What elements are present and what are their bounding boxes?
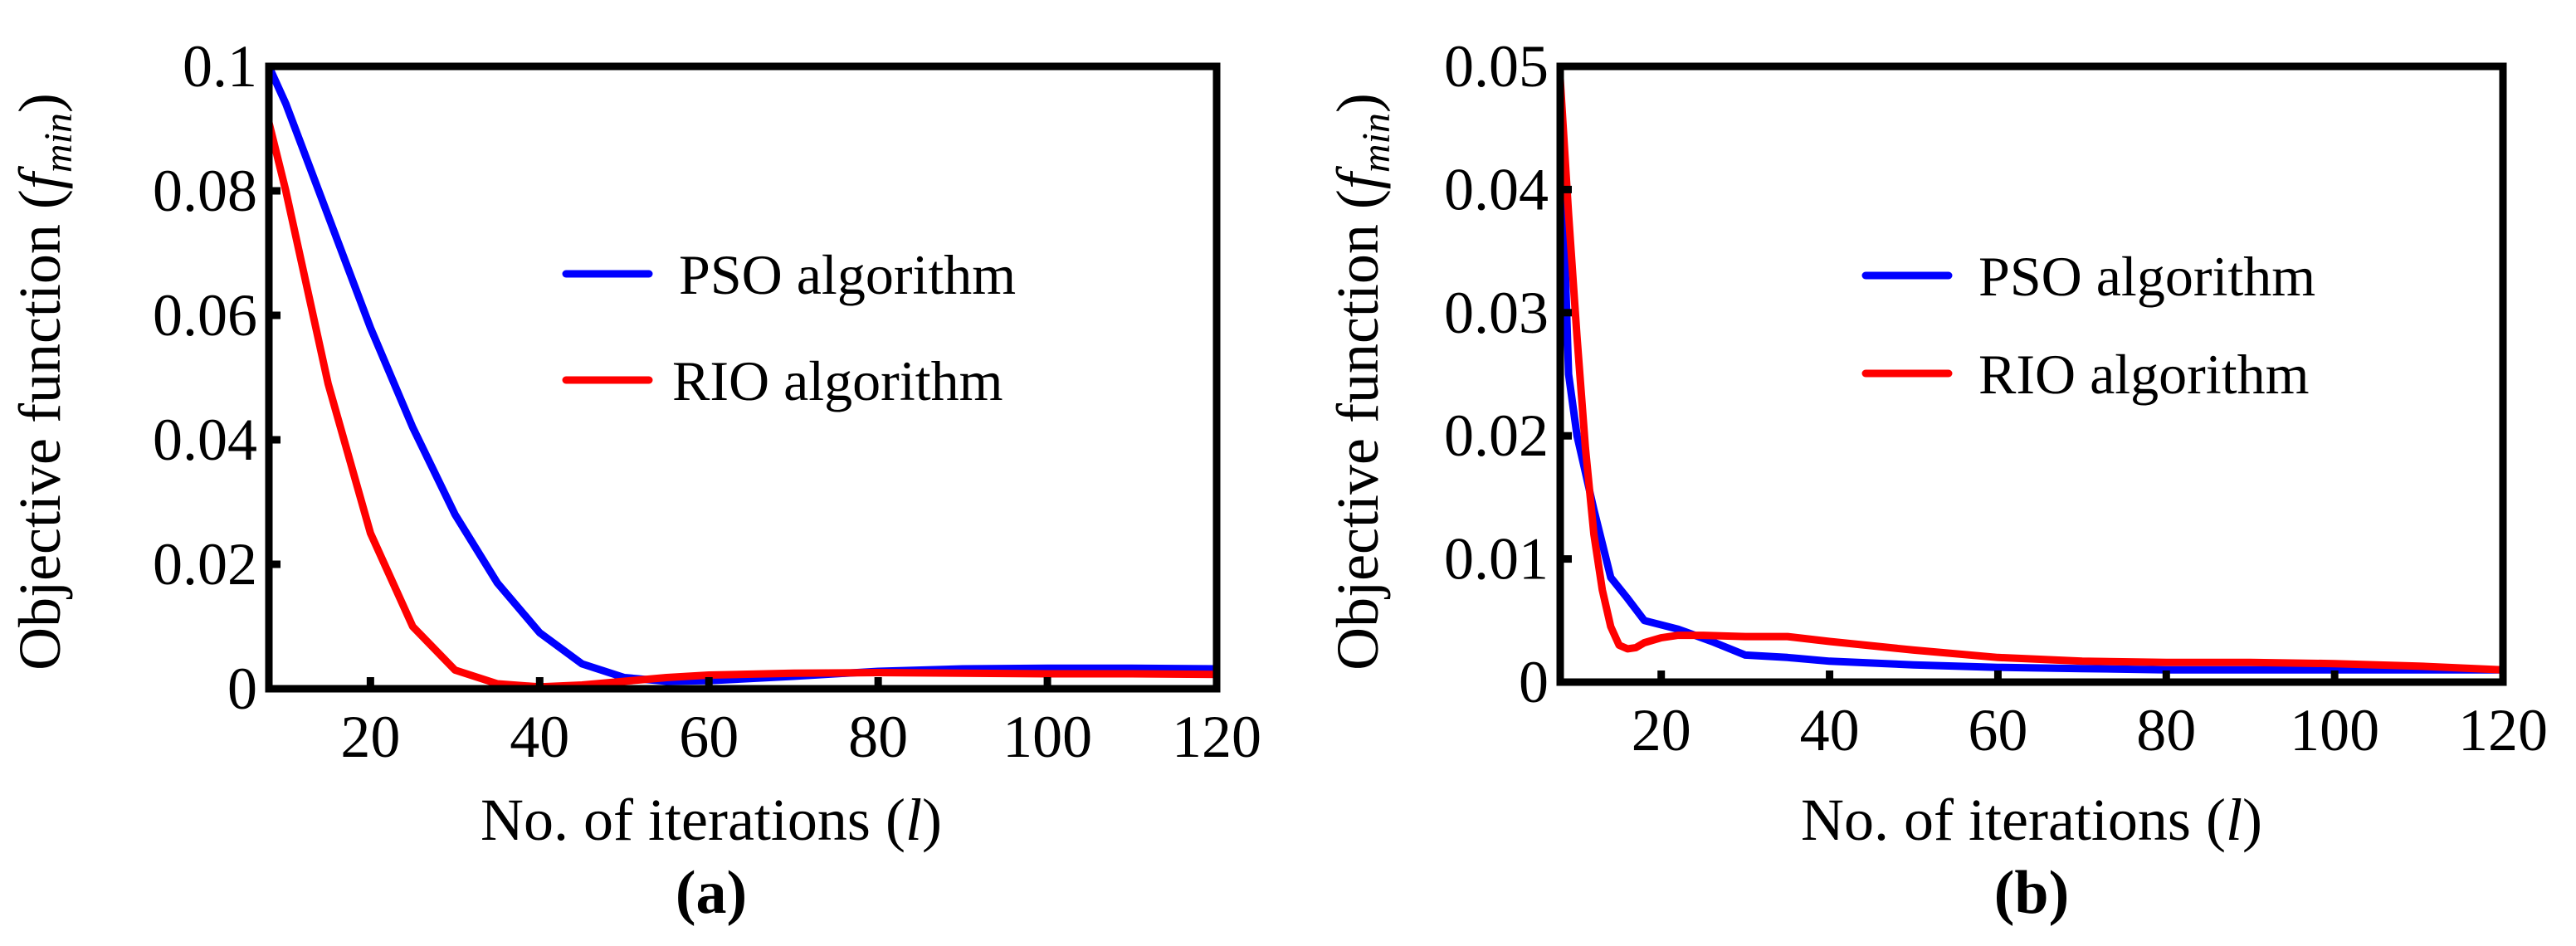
y-tick-label: 0: [1519, 649, 1549, 715]
x-tick-label: 20: [340, 704, 400, 770]
legend-label-pso-a: PSO algorithm: [679, 243, 1016, 306]
x-tick-label: 40: [1800, 697, 1860, 763]
x-tick-label: 100: [2290, 697, 2379, 763]
x-tick-label: 20: [1632, 697, 1691, 763]
x-tick-label: 60: [679, 704, 739, 770]
series-line-pso-b: [1556, 100, 2507, 674]
y-axis-title-a-sub: min: [37, 113, 80, 173]
y-tick-label: 0.02: [1444, 402, 1549, 469]
plot-frame-a: [265, 62, 1221, 693]
legend-b: PSO algorithm RIO algorithm: [1861, 245, 2315, 406]
x-axis-title-b-var: l: [2226, 787, 2242, 853]
legend-a: PSO algorithm RIO algorithm: [562, 243, 1016, 412]
chart-panel-b: Objective function (fmin) No. of iterati…: [1325, 33, 2548, 927]
x-tick-label: 40: [510, 704, 569, 770]
series-line-pso-a: [265, 62, 1221, 685]
x-axis-title-a-text: No. of iterations: [481, 787, 871, 853]
y-tick-label: 0.04: [153, 407, 257, 473]
y-axis-title-b-text: Objective function: [1325, 224, 1391, 670]
panel-label-b: (b): [1994, 859, 2069, 927]
y-tick-label: 0.05: [1444, 33, 1549, 100]
x-tick-label: 80: [2136, 697, 2196, 763]
chart-panel-a: Objective function (fmin) No. of iterati…: [7, 33, 1261, 927]
y-tick-label: 0.06: [153, 282, 257, 349]
x-tick-label: 60: [1968, 697, 2027, 763]
y-axis-title-a-text: Objective function: [7, 224, 73, 670]
x-tick-label: 120: [2458, 697, 2548, 763]
x-ticks-a: 20 40 60 80 100 120: [340, 677, 1261, 770]
y-tick-label: 0.1: [183, 33, 257, 100]
panel-label-a: (a): [676, 859, 747, 927]
series-line-rio-a: [265, 119, 1221, 691]
y-axis-title-b-sub: min: [1354, 113, 1398, 173]
y-tick-label: 0.03: [1444, 280, 1549, 346]
plot-frame-b: [1556, 62, 2507, 686]
x-axis-title-a-var: l: [905, 787, 922, 853]
series-lines-b: [1556, 75, 2507, 674]
x-axis-title-b: No. of iterations (l): [1801, 787, 2262, 853]
y-axis-title-a: Objective function (fmin): [7, 93, 80, 670]
y-axis-title-b: Objective function (fmin): [1325, 93, 1398, 670]
series-line-rio-b: [1556, 75, 2507, 674]
y-tick-label: 0.04: [1444, 156, 1549, 222]
x-ticks-b: 20 40 60 80 100 120: [1632, 670, 2548, 763]
y-tick-label: 0.01: [1444, 526, 1549, 592]
series-lines-a: [265, 62, 1221, 691]
y-ticks-a: 0 0.02 0.04 0.06 0.08 0.1: [153, 33, 281, 722]
x-tick-label: 100: [1003, 704, 1092, 770]
y-tick-label: 0.02: [153, 531, 257, 597]
x-axis-title-b-text: No. of iterations: [1801, 787, 2191, 853]
legend-label-rio-a: RIO algorithm: [672, 349, 1003, 412]
x-tick-label: 120: [1172, 704, 1261, 770]
x-axis-title-a: No. of iterations (l): [481, 787, 942, 853]
y-tick-label: 0: [227, 656, 257, 722]
legend-label-rio-b: RIO algorithm: [1978, 343, 2310, 406]
legend-label-pso-b: PSO algorithm: [1978, 245, 2315, 308]
x-tick-label: 80: [848, 704, 908, 770]
y-ticks-b: 0 0.01 0.02 0.03 0.04 0.05: [1444, 33, 1572, 715]
y-tick-label: 0.08: [153, 158, 257, 224]
